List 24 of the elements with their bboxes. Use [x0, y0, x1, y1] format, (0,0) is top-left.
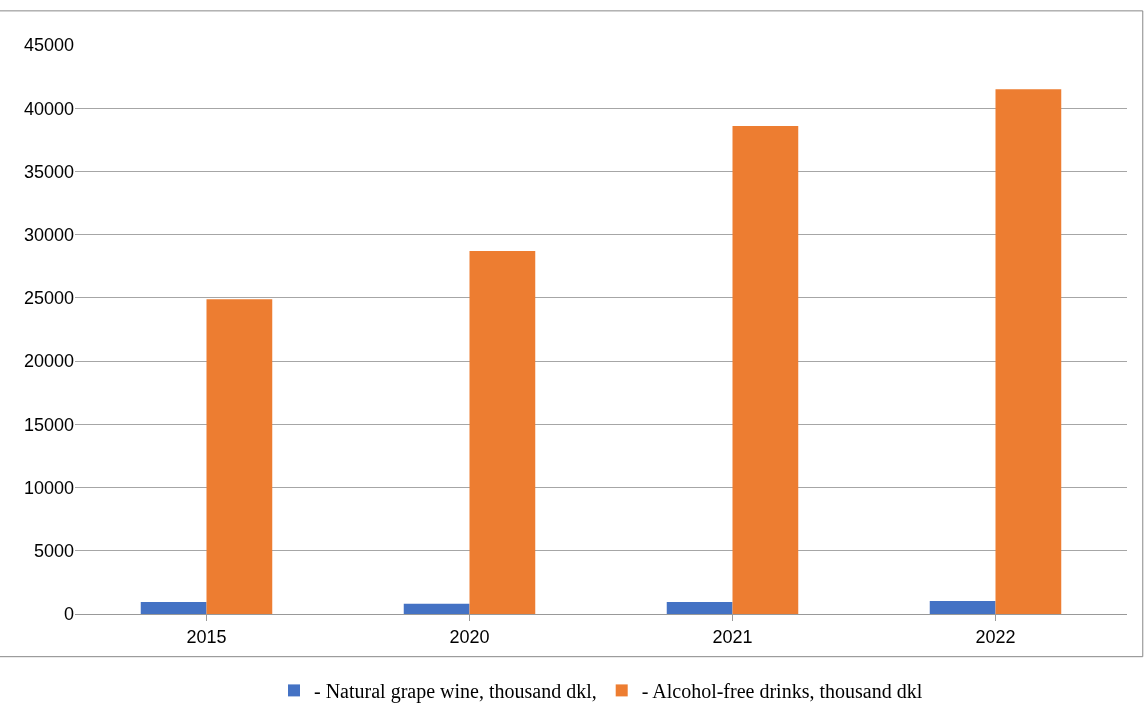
x-tick-label: 2015	[186, 626, 227, 647]
bar	[403, 603, 470, 614]
bar	[929, 600, 996, 614]
y-tick-label: 40000	[23, 98, 74, 119]
y-tick-label: 30000	[23, 224, 74, 245]
y-tick-label: 5000	[33, 541, 74, 562]
y-tick-label: 20000	[23, 351, 74, 372]
y-tick-label: 15000	[23, 414, 74, 435]
y-tick-label: 45000	[23, 35, 74, 56]
bar	[995, 89, 1062, 614]
bar	[666, 601, 733, 614]
y-tick-label: 25000	[23, 288, 74, 309]
y-tick-label: 0	[63, 604, 74, 625]
legend-label: - Alcohol-free drinks, thousand dkl	[641, 680, 923, 703]
x-tick-label: 2022	[975, 626, 1016, 647]
bar	[732, 125, 799, 614]
y-tick-label: 35000	[23, 161, 74, 182]
x-tick-label: 2021	[712, 626, 753, 647]
x-tick-label: 2020	[449, 626, 490, 647]
bar	[206, 299, 273, 614]
bar	[469, 251, 536, 614]
legend-label: - Natural grape wine, thousand dkl,	[314, 680, 597, 704]
bar	[140, 601, 207, 614]
y-tick-label: 10000	[23, 477, 74, 498]
